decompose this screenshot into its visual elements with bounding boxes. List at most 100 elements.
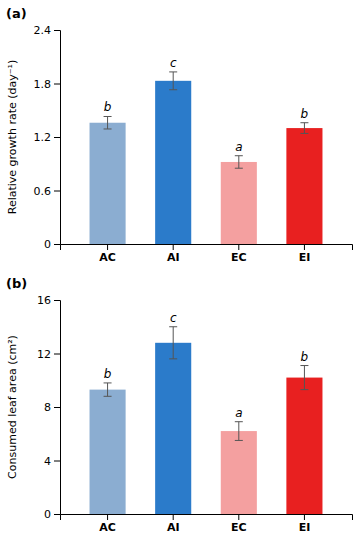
panel-title: (a)	[6, 6, 27, 21]
annotation: a	[235, 406, 242, 420]
tick-mark	[54, 514, 60, 515]
tick-label: 12	[37, 348, 51, 361]
x-tick: EI	[299, 244, 311, 264]
error-bar	[300, 366, 308, 390]
x-tick: AI	[167, 244, 180, 264]
annotation: b	[301, 350, 309, 364]
error-bar	[235, 156, 243, 168]
error-bar	[169, 72, 177, 90]
annotation: c	[170, 311, 177, 325]
tick-mark	[304, 244, 305, 250]
axis-line	[61, 515, 353, 521]
error-cap	[104, 382, 112, 383]
bar	[221, 431, 257, 514]
tick-label: 0.6	[34, 185, 52, 198]
x-tick: EI	[299, 514, 311, 534]
tick-label: EI	[299, 251, 311, 264]
y-tick: 4	[44, 455, 60, 468]
y-tick: 0	[44, 238, 60, 251]
axis-line	[54, 31, 61, 245]
error-bar	[300, 123, 308, 134]
tick-mark	[54, 191, 60, 192]
plot-area: bcab0481216ACAIECEIConsumed leaf area (c…	[6, 294, 353, 534]
tick-mark	[173, 244, 174, 250]
error-cap	[235, 421, 243, 422]
error-cap	[235, 168, 243, 169]
error-cap	[169, 89, 177, 90]
tick-mark	[54, 244, 60, 245]
error-line	[107, 383, 108, 396]
tick-label: EI	[299, 521, 311, 534]
error-cap	[300, 365, 308, 366]
tick-mark	[107, 514, 108, 520]
error-bar	[104, 116, 112, 128]
error-cap	[300, 122, 308, 123]
chart: b c a b 0 0.6 1.2 1.8 2.4 AC AI EC EI Relative growth…	[0, 0, 364, 540]
tick-mark	[107, 244, 108, 250]
error-line	[173, 72, 174, 90]
annotation: b	[104, 100, 112, 114]
marks	[90, 72, 323, 244]
y-tick: 8	[44, 401, 60, 414]
tick-mark	[54, 300, 60, 301]
error-cap	[169, 358, 177, 359]
error-cap	[104, 396, 112, 397]
bar	[221, 162, 257, 244]
tick-label: AI	[167, 251, 180, 264]
y-tick: 1.2	[34, 131, 61, 144]
panel: bcab0481216ACAIECEIConsumed leaf area (c…	[6, 276, 353, 534]
error-line	[238, 422, 239, 441]
tick-mark	[54, 30, 60, 31]
error-cap	[235, 440, 243, 441]
tick-mark	[238, 514, 239, 520]
tick-mark	[54, 461, 60, 462]
tick-label: 1.8	[34, 78, 52, 91]
panel: bcab00.61.21.82.4ACAIECEIRelative growth…	[6, 6, 353, 264]
annotations: bcab	[104, 311, 309, 420]
tick-mark	[238, 244, 239, 250]
error-line	[238, 156, 239, 168]
y-tick: 1.8	[34, 78, 61, 91]
axis-line	[61, 245, 353, 251]
tick-label: 0	[44, 238, 51, 251]
tick-label: EC	[231, 521, 247, 534]
bar	[155, 343, 191, 514]
error-line	[304, 366, 305, 390]
error-cap	[169, 71, 177, 72]
y-tick: 0	[44, 508, 60, 521]
x-tick: AC	[99, 514, 116, 534]
y-axis: 0 4 8 12 16	[37, 294, 61, 521]
plot-area: bcab00.61.21.82.4ACAIECEIRelative growth…	[6, 24, 353, 264]
x-axis: AC AI EC EI	[61, 244, 353, 264]
error-bar	[235, 422, 243, 441]
annotations: bcab	[104, 56, 309, 154]
error-cap	[300, 133, 308, 134]
error-line	[173, 327, 174, 359]
y-tick: 16	[37, 294, 60, 307]
y-tick: 12	[37, 348, 60, 361]
tick-label: 0	[44, 508, 51, 521]
bar	[286, 378, 322, 514]
x-tick: AI	[167, 514, 180, 534]
bar	[286, 128, 322, 244]
tick-label: AC	[99, 521, 116, 534]
axis-line	[54, 301, 61, 515]
tick-mark	[54, 137, 60, 138]
tick-label: 16	[37, 294, 51, 307]
x-tick: EC	[231, 244, 247, 264]
error-line	[304, 123, 305, 134]
error-bar	[169, 327, 177, 359]
tick-label: 2.4	[34, 24, 52, 37]
annotation: c	[170, 56, 177, 70]
annotation: a	[235, 140, 242, 154]
tick-label: AC	[99, 251, 116, 264]
error-cap	[169, 326, 177, 327]
error-cap	[300, 389, 308, 390]
tick-mark	[54, 407, 60, 408]
y-tick: 2.4	[34, 24, 61, 37]
error-line	[107, 116, 108, 128]
tick-label: 1.2	[34, 131, 52, 144]
y-tick: 0.6	[34, 185, 61, 198]
bar	[90, 390, 126, 514]
y-axis-label: Relative growth rate (day⁻¹)	[6, 60, 19, 215]
